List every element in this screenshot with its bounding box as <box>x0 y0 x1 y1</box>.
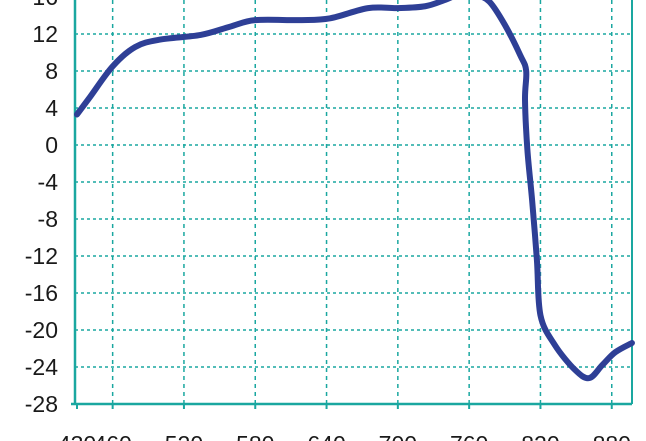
y-tick-label: 0 <box>45 132 58 158</box>
y-tick-labels: 16 12 8 4 0 -4 -8 -12 -16 -20 -24 -28 <box>25 0 58 417</box>
x-tick-label: 880 <box>593 431 631 441</box>
y-tick-label: -24 <box>25 354 58 380</box>
y-tick-label: -4 <box>38 169 59 195</box>
x-tick-label: 580 <box>236 431 274 441</box>
y-tick-label: -16 <box>25 280 58 306</box>
series-line <box>74 0 635 382</box>
x-tick-label: 460 <box>93 431 131 441</box>
x-tick-label: 430 <box>58 431 96 441</box>
y-tick-label: -8 <box>38 206 58 232</box>
x-tick-label: 760 <box>450 431 488 441</box>
y-tick-label: -12 <box>25 243 58 269</box>
y-tick-label: 12 <box>32 21 58 47</box>
y-tick-label: 16 <box>32 0 58 10</box>
x-tick-label: 640 <box>307 431 345 441</box>
axes <box>71 0 633 409</box>
y-tick-label: 4 <box>45 95 58 121</box>
x-tick-labels: 430460 520 580 640 700 760 820 880 <box>58 431 631 441</box>
y-tick-label: -20 <box>25 317 58 343</box>
x-tick-label: 820 <box>521 431 559 441</box>
y-tick-label: 8 <box>45 58 58 84</box>
x-tick-label: 700 <box>379 431 417 441</box>
grid <box>75 0 632 404</box>
y-tick-label: -28 <box>25 391 58 417</box>
x-tick-label: 520 <box>165 431 203 441</box>
